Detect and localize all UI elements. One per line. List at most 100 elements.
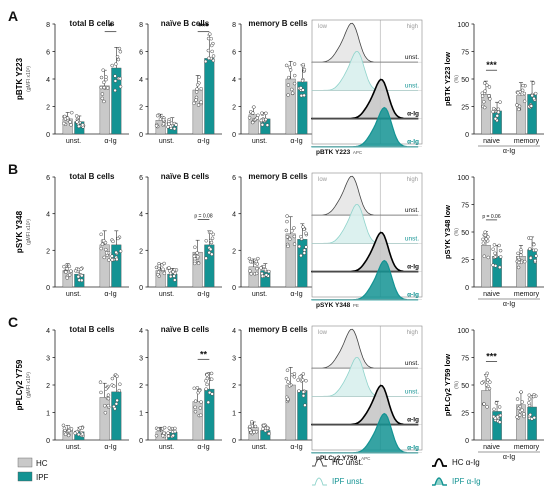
data-point [98, 380, 103, 384]
data-point [249, 272, 253, 276]
y-tick-label: 3 [46, 356, 50, 363]
histogram-x-label: pPLCγ2 Y759 [316, 455, 358, 462]
y-tick-label: 2 [232, 248, 236, 255]
group-label: unst. [159, 138, 174, 145]
data-point [77, 124, 81, 129]
data-point [69, 123, 73, 127]
data-point [517, 260, 521, 265]
data-point [195, 87, 199, 91]
data-point [168, 274, 173, 279]
data-point [118, 382, 122, 386]
data-point [299, 253, 303, 258]
data-point [74, 114, 79, 118]
data-point [491, 247, 495, 252]
data-point [113, 88, 117, 93]
data-point [255, 266, 259, 271]
data-point [194, 98, 198, 102]
data-point [110, 376, 115, 381]
data-point [532, 415, 537, 420]
data-point [80, 273, 84, 278]
y-tick-label: 6 [232, 50, 236, 57]
data-point [115, 398, 119, 403]
data-point [116, 57, 121, 62]
data-point [484, 373, 489, 378]
data-point [196, 261, 201, 266]
data-point [99, 246, 103, 251]
data-point [487, 94, 491, 98]
y-tick-label: 0 [465, 285, 469, 292]
data-point [292, 234, 297, 239]
data-point [172, 126, 177, 131]
data-point [483, 230, 487, 234]
bar-hc [285, 384, 296, 441]
data-point [162, 261, 166, 266]
subplot-title: memory B cells [248, 19, 308, 28]
data-point [61, 423, 66, 428]
data-point [76, 267, 81, 272]
data-point [192, 386, 197, 391]
data-point [207, 56, 211, 61]
group-label: unst. [66, 444, 81, 451]
data-point [100, 96, 105, 101]
gate-high-label: high [407, 24, 418, 30]
data-point [304, 245, 308, 249]
data-point [487, 386, 492, 391]
percent-y-label: pSYK Y348 low [443, 205, 452, 259]
data-point [533, 258, 537, 263]
percent-plot: 0 25 50 75 100 naive *** memory [457, 22, 544, 145]
legend-histogram-icon [312, 458, 327, 467]
gate-high-label: high [407, 177, 418, 183]
data-point [498, 255, 503, 259]
data-point [259, 266, 263, 270]
panel-letter: A [8, 8, 18, 24]
bar-ipf [492, 256, 502, 288]
gmfi-plot: 0 2 4 6 8 unst. α-Ig *total B cells [46, 19, 129, 145]
data-point [301, 88, 305, 92]
data-point [493, 251, 497, 256]
y-tick-label: 0 [139, 132, 143, 139]
data-point [76, 274, 81, 279]
trace-label: unst. [405, 54, 419, 61]
data-point [522, 91, 527, 96]
data-point [193, 409, 198, 414]
data-point [75, 120, 79, 124]
y-tick-label: 1 [46, 411, 50, 418]
y-tick-label: 8 [139, 22, 143, 29]
data-point [116, 236, 120, 241]
data-point [264, 111, 268, 116]
data-point [483, 89, 487, 93]
data-point [154, 124, 159, 128]
data-point [254, 259, 259, 264]
histogram: low high unst. unst. α-Ig α-Ig pBTK Y223 APC [311, 19, 423, 156]
trace-label: unst. [405, 207, 419, 214]
data-point [304, 231, 308, 236]
percent-y-unit: (%) [454, 75, 460, 83]
percent-y-label: pPLCγ2 Y759 low [443, 354, 452, 416]
group-label: α-Ig [104, 138, 116, 145]
data-point [481, 237, 485, 242]
y-tick-label: 0 [232, 132, 236, 139]
data-point [192, 254, 197, 259]
data-point [204, 238, 208, 243]
data-point [527, 397, 532, 401]
data-point [192, 101, 196, 106]
y-tick-label: 4 [232, 77, 236, 84]
data-point [264, 117, 268, 122]
data-point [290, 87, 294, 92]
data-point [519, 253, 523, 257]
data-point [288, 237, 292, 241]
gate-high-label: high [407, 330, 418, 336]
histogram: low high unst. unst. α-Ig α-Ig pSYK Y348 PE [311, 172, 423, 309]
y-axis-label: pSYK Y348 [15, 210, 24, 253]
data-point [199, 413, 203, 417]
data-point [527, 393, 531, 397]
data-point [534, 248, 538, 252]
data-point [493, 117, 498, 121]
data-point [285, 235, 290, 239]
data-point [480, 381, 484, 385]
data-point [207, 250, 211, 255]
data-point [173, 278, 177, 282]
y-tick-label: 2 [139, 383, 143, 390]
gmfi-plot: 0 2 4 6 8 unst. α-Ig ***naïve B cells [139, 19, 222, 145]
data-point [292, 375, 297, 379]
